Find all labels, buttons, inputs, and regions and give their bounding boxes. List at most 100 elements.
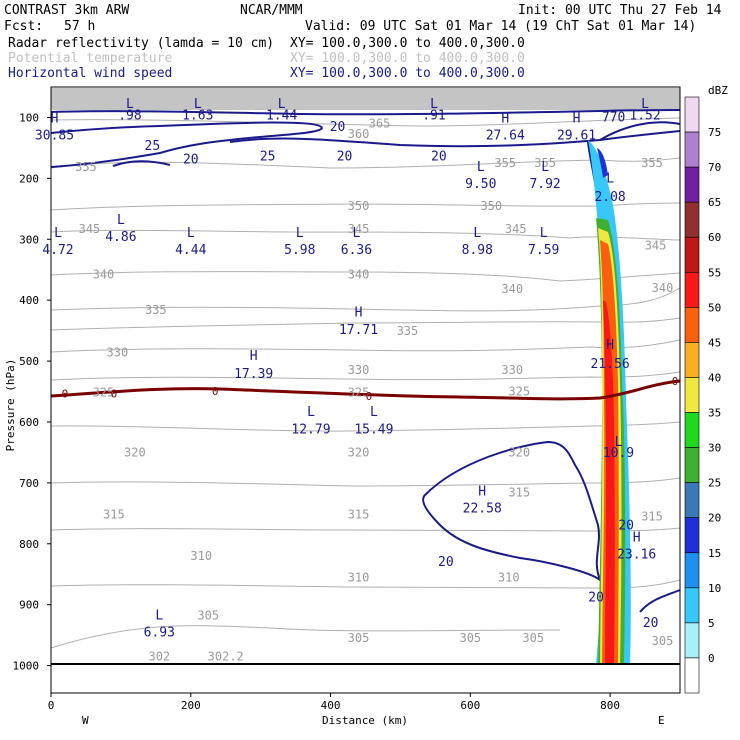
colorbar-tick-label: 25 (708, 477, 721, 490)
wind-label: 7.59 (528, 243, 559, 258)
valid-time: Valid: 09 UTC Sat 01 Mar 14 (19 ChT Sat … (305, 19, 696, 34)
colorbar-swatch (684, 307, 700, 343)
wind-label: .91 (422, 109, 445, 124)
zero-isotherm (50, 379, 681, 401)
colorbar-tick-label: 55 (708, 266, 721, 279)
wind-label: L (117, 213, 125, 228)
wind-label: 27.64 (486, 129, 525, 144)
colorbar-swatch (684, 552, 700, 589)
theta-label: 335 (397, 324, 419, 338)
y-tick-label: 800 (19, 538, 39, 551)
y-tick-label: 300 (19, 233, 39, 246)
wind-label: 20 (183, 152, 199, 167)
y-tick-label: 100 (19, 111, 39, 124)
wind-label: 20 (438, 555, 454, 570)
theta-label: 345 (348, 222, 370, 236)
theta-label: 320 (508, 445, 530, 459)
theta-label: 325 (348, 386, 370, 400)
theta-label: 365 (369, 117, 391, 131)
wind-label: H (501, 112, 509, 127)
wind-label: 15.49 (354, 422, 393, 437)
colorbar-tick-label: 45 (708, 336, 721, 349)
wind-label: 5.98 (284, 243, 315, 258)
x-axis: 0 200 400 600 800 (48, 693, 620, 712)
colorbar: dBZ 0 5 10 15 20 25 30 35 40 45 50 55 60 65 70 75 (684, 84, 728, 694)
theta-label: 340 (652, 281, 674, 295)
zero-isotherm-label: 0 (62, 387, 69, 400)
y-tick-label: 200 (19, 172, 39, 185)
y-tick-label: 900 (19, 599, 39, 612)
theta-label: 310 (348, 570, 370, 584)
wind-label: H (633, 531, 641, 546)
wind-label: L (187, 226, 195, 241)
field-3-xy: XY= 100.0,300.0 to 400.0,300.0 (290, 66, 525, 81)
stratosphere-band (51, 88, 680, 110)
y-tick-label: 1000 (13, 660, 40, 673)
wind-label: 25 (260, 149, 276, 164)
theta-label: 345 (79, 222, 101, 236)
wind-label: 4.86 (105, 230, 136, 245)
colorbar-swatch (684, 412, 700, 448)
theta-label: 315 (641, 509, 663, 523)
wind-label: 4.72 (42, 243, 73, 258)
theta-label: 302.2 (208, 649, 244, 663)
x-tick-label: 400 (321, 699, 341, 712)
x-axis-west-label: W (82, 714, 89, 727)
theta-label: 330 (501, 363, 523, 377)
wind-label: 20 (330, 120, 346, 135)
colorbar-swatch (684, 657, 700, 694)
theta-label: 302 (148, 649, 170, 663)
theta-label: 340 (93, 268, 115, 282)
init-time: Init: 00 UTC Thu 27 Feb 14 (518, 3, 722, 18)
theta-label: 305 (348, 631, 370, 645)
theta-label: 335 (145, 303, 167, 317)
colorbar-unit: dBZ (708, 84, 728, 97)
theta-label: 355 (494, 156, 516, 170)
colorbar-swatch (684, 236, 700, 273)
reflectivity-core (588, 140, 631, 664)
colorbar-swatch (684, 166, 700, 203)
wind-label: L (641, 97, 649, 112)
colorbar-tick-label: 0 (708, 652, 715, 665)
theta-label: 325 (508, 385, 530, 399)
x-tick-label: 600 (460, 699, 480, 712)
wind-label: H (51, 112, 59, 127)
wind-label: 8.98 (462, 243, 493, 258)
wind-label: 30.85 (35, 129, 74, 144)
theta-label: 315 (103, 508, 125, 522)
y-axis: 100 200 300 400 500 600 700 800 900 1000 (13, 111, 51, 673)
colorbar-swatch (684, 342, 700, 378)
y-tick-label: 500 (19, 355, 39, 368)
colorbar-swatch (684, 447, 700, 483)
field-2-xy: XY= 100.0,300.0 to 400.0,300.0 (290, 51, 525, 66)
theta-label: 345 (505, 222, 527, 236)
wind-label: 9.50 (465, 177, 496, 192)
colorbar-tick-label: 20 (708, 512, 721, 525)
plot-frame (50, 86, 681, 694)
wind-label: H (355, 305, 363, 320)
colorbar-tick-label: 35 (708, 407, 721, 420)
colorbar-swatch (684, 271, 700, 308)
theta-label: 305 (522, 631, 544, 645)
x-tick-label: 800 (600, 699, 620, 712)
y-tick-label: 600 (19, 416, 39, 429)
wind-label: 20 (337, 149, 353, 164)
wind-label: 20 (643, 616, 659, 631)
colorbar-tick-label: 10 (708, 582, 721, 595)
colorbar-tick-label: 30 (708, 442, 721, 455)
wind-label: 29.61 (557, 129, 596, 144)
colorbar-tick-label: 65 (708, 196, 721, 209)
colorbar-tick-label: 40 (708, 371, 721, 384)
fcst-value: 57 h (64, 19, 95, 34)
model-name: CONTRAST 3km ARW (4, 3, 129, 18)
colorbar-tick-label: 5 (708, 617, 715, 630)
wind-label: 17.39 (234, 367, 273, 382)
wind-label: L (473, 226, 481, 241)
y-tick-label: 400 (19, 294, 39, 307)
x-tick-label: 0 (48, 699, 55, 712)
zero-isotherm-label: 0 (111, 387, 118, 400)
colorbar-swatch (684, 622, 700, 659)
theta-label: 355 (75, 160, 97, 174)
wind-label: 25 (145, 139, 161, 154)
